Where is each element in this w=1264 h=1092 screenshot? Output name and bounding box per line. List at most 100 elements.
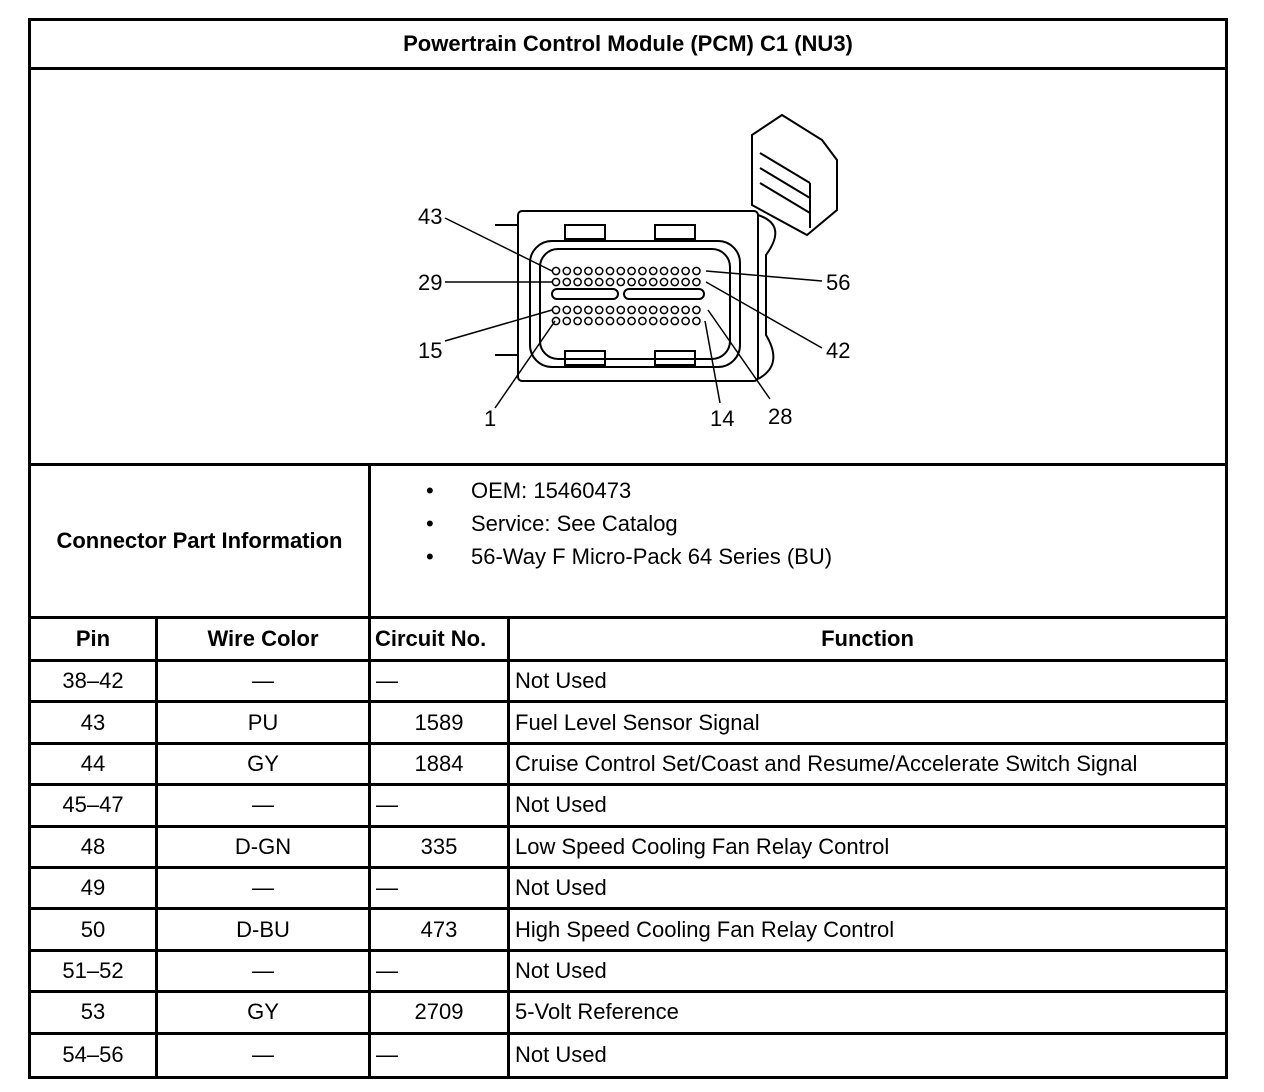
pin-cavity [573, 266, 582, 276]
table-title: Powertrain Control Module (PCM) C1 (NU3) [31, 21, 1225, 70]
pin-label-42: 42 [826, 338, 850, 363]
pin-cavity [659, 305, 669, 315]
info-item: • Service: See Catalog [426, 511, 678, 536]
cell-wire-color: — [158, 786, 371, 825]
pin-cavity [605, 316, 615, 326]
cell-function: Not Used [515, 1042, 607, 1068]
cell-circuit: — [371, 951, 510, 991]
pin-cavity [681, 266, 690, 276]
pin-cavity [627, 277, 636, 287]
connector-part-information: Connector Part Information • OEM: 1546047… [31, 466, 1225, 619]
pin-cavity [659, 277, 669, 287]
table-row: 54–56 — — Not Used [31, 1034, 1225, 1076]
table-row: 50 D-BU 473 High Speed Cooling Fan Relay… [31, 910, 1225, 952]
cell-function: High Speed Cooling Fan Relay Control [515, 916, 895, 942]
pin-cavity [638, 266, 647, 276]
pin-cavity [605, 266, 615, 276]
pin-cavity [605, 305, 615, 315]
cell-circuit: 473 [371, 910, 510, 949]
header-wire-color: Wire Color [158, 619, 371, 659]
pin-cavity [584, 316, 593, 326]
header-function: Function [821, 626, 914, 651]
cell-function: Low Speed Cooling Fan Relay Control [515, 833, 890, 859]
table-row: 43 PU 1589 Fuel Level Sensor Signal [31, 703, 1225, 745]
connector-info-label: Connector Part Information [31, 466, 371, 616]
pin-label-28: 28 [768, 404, 792, 429]
pin-cavity [616, 305, 626, 315]
cell-circuit: — [371, 786, 510, 825]
pin-cavity [562, 305, 572, 315]
table-row: 38–42 — — Not Used [31, 662, 1225, 704]
cell-function: Not Used [515, 875, 607, 901]
cell-function: 5-Volt Reference [515, 999, 679, 1025]
pin-label-14: 14 [710, 406, 734, 431]
table-row: 49 — — Not Used [31, 868, 1225, 911]
pin-label-29: 29 [418, 270, 442, 295]
cell-pin: 45–47 [31, 786, 158, 825]
header-circuit: Circuit No. [371, 619, 510, 659]
pin-cavity [551, 277, 561, 287]
pin-cavity [616, 266, 626, 276]
pin-cavity [551, 305, 561, 315]
pin-cavity [659, 266, 669, 276]
pin-cavity [594, 316, 604, 326]
cell-wire-color: — [158, 662, 371, 701]
cell-pin: 50 [31, 910, 158, 949]
cell-function: Not Used [515, 668, 607, 694]
pin-cavity [638, 305, 647, 315]
pin-cavity [681, 277, 690, 287]
cell-pin: 51–52 [31, 951, 158, 991]
cell-wire-color: — [158, 1034, 371, 1076]
pin-label-1: 1 [484, 406, 496, 431]
cell-wire-color: PU [158, 703, 371, 742]
pin-cavity [551, 316, 561, 326]
cell-circuit: 335 [371, 827, 510, 866]
cell-pin: 53 [31, 993, 158, 1032]
pin-cavity [584, 305, 593, 315]
cell-function: Fuel Level Sensor Signal [515, 709, 760, 735]
pin-cavity [627, 316, 636, 326]
pin-cavity [681, 305, 690, 315]
pin-cavity [638, 277, 647, 287]
pin-cavity [616, 277, 626, 287]
pin-label-15: 15 [418, 338, 442, 363]
pin-cavity [659, 316, 669, 326]
pin-cavity [648, 266, 658, 276]
pin-label-56: 56 [826, 270, 850, 295]
pin-cavity [584, 277, 593, 287]
pin-cavity [670, 277, 680, 287]
cell-wire-color: D-GN [158, 827, 371, 866]
cell-circuit: 1884 [371, 744, 510, 784]
table-row: 51–52 — — Not Used [31, 951, 1225, 994]
pin-cavity [648, 277, 658, 287]
cell-wire-color: GY [158, 993, 371, 1032]
pin-cavity [584, 266, 593, 276]
pin-cavity [692, 305, 701, 315]
pin-cavity [562, 277, 572, 287]
pin-cavity [573, 305, 582, 315]
pin-cavity [573, 277, 582, 287]
pin-cavity [573, 316, 582, 326]
table-header: Pin Wire Color Circuit No. Function [31, 619, 1225, 662]
table-row: 53 GY 2709 5-Volt Reference [31, 993, 1225, 1035]
pin-cavity [562, 316, 572, 326]
pin-cavity [562, 266, 572, 276]
pin-cavity [648, 305, 658, 315]
cell-wire-color: — [158, 951, 371, 991]
cell-circuit: 2709 [371, 993, 510, 1032]
cell-pin: 44 [31, 744, 158, 784]
pin-cavity [670, 305, 680, 315]
pin-cavity [648, 316, 658, 326]
table-row: 44 GY 1884 Cruise Control Set/Coast and … [31, 744, 1225, 787]
table-row: 48 D-GN 335 Low Speed Cooling Fan Relay … [31, 827, 1225, 869]
header-pin: Pin [31, 619, 158, 659]
pin-cavity [670, 316, 680, 326]
pin-cavity [692, 266, 701, 276]
cell-function: Cruise Control Set/Coast and Resume/Acce… [515, 750, 1138, 776]
pin-cavity [605, 277, 615, 287]
cell-wire-color: — [158, 868, 371, 908]
info-item: • OEM: 15460473 [426, 478, 632, 503]
pin-label-43: 43 [418, 204, 442, 229]
pin-cavity [594, 305, 604, 315]
cell-pin: 43 [31, 703, 158, 742]
